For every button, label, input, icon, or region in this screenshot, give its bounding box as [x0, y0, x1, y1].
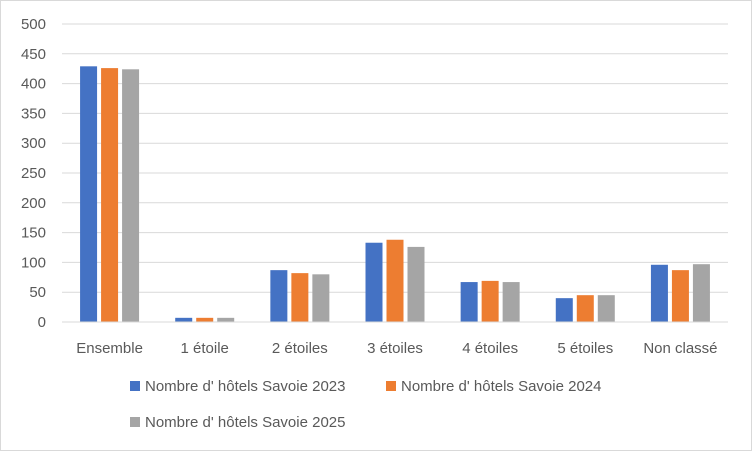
legend-swatch	[130, 381, 140, 391]
legend-swatch	[130, 417, 140, 427]
bar-1-3	[270, 270, 288, 322]
x-tick-label: 1 étoile	[181, 340, 229, 357]
x-tick-label: Ensemble	[76, 340, 143, 357]
bar-1-5	[460, 282, 478, 322]
bar-2-2	[196, 317, 214, 322]
bar-3-1	[122, 69, 140, 323]
y-tick-label: 400	[21, 76, 46, 93]
y-tick-label: 450	[21, 46, 46, 63]
y-tick-label: 150	[21, 225, 46, 242]
y-tick-label: 50	[29, 284, 46, 301]
y-tick-label: 250	[21, 165, 46, 182]
y-axis: 0 50 100 150 200 250 300 350 400 450 500	[21, 16, 46, 331]
x-tick-label: 3 étoiles	[367, 340, 423, 357]
bar-1-7	[650, 264, 668, 322]
legend-label: Nombre d' hôtels Savoie 2025	[145, 414, 346, 431]
x-axis: Ensemble 1 étoile 2 étoiles 3 étoiles 4 étoi…	[62, 321, 728, 357]
bar-2-7	[671, 270, 689, 322]
bar-3-4	[407, 246, 425, 322]
y-tick-label: 200	[21, 195, 46, 212]
bar-3-6	[597, 295, 615, 322]
legend-label: Nombre d' hôtels Savoie 2024	[401, 378, 602, 395]
legend-label: Nombre d' hôtels Savoie 2023	[145, 378, 346, 395]
bar-3-2	[217, 317, 235, 322]
bars	[80, 66, 710, 323]
bar-1-6	[555, 298, 573, 322]
y-tick-label: 300	[21, 135, 46, 152]
y-tick-label: 100	[21, 254, 46, 271]
bar-1-1	[80, 66, 98, 322]
x-tick-label: 2 étoiles	[272, 340, 328, 357]
y-tick-label: 0	[38, 314, 46, 331]
bar-1-4	[365, 242, 383, 322]
x-tick-label: Non classé	[643, 340, 717, 357]
y-tick-label: 500	[21, 16, 46, 33]
legend-swatch	[386, 381, 396, 391]
bar-2-3	[291, 273, 309, 322]
bar-1-2	[175, 317, 193, 322]
y-tick-label: 350	[21, 105, 46, 122]
bar-3-5	[502, 282, 520, 322]
bar-2-1	[101, 68, 119, 322]
legend: Nombre d' hôtels Savoie 2023 Nombre d' hô…	[130, 378, 602, 431]
bar-3-7	[692, 264, 710, 322]
bar-3-3	[312, 274, 330, 322]
x-tick-label: 5 étoiles	[557, 340, 613, 357]
bar-2-5	[481, 280, 499, 322]
x-tick-label: 4 étoiles	[462, 340, 518, 357]
bar-2-6	[576, 295, 594, 322]
bar-2-4	[386, 239, 404, 322]
